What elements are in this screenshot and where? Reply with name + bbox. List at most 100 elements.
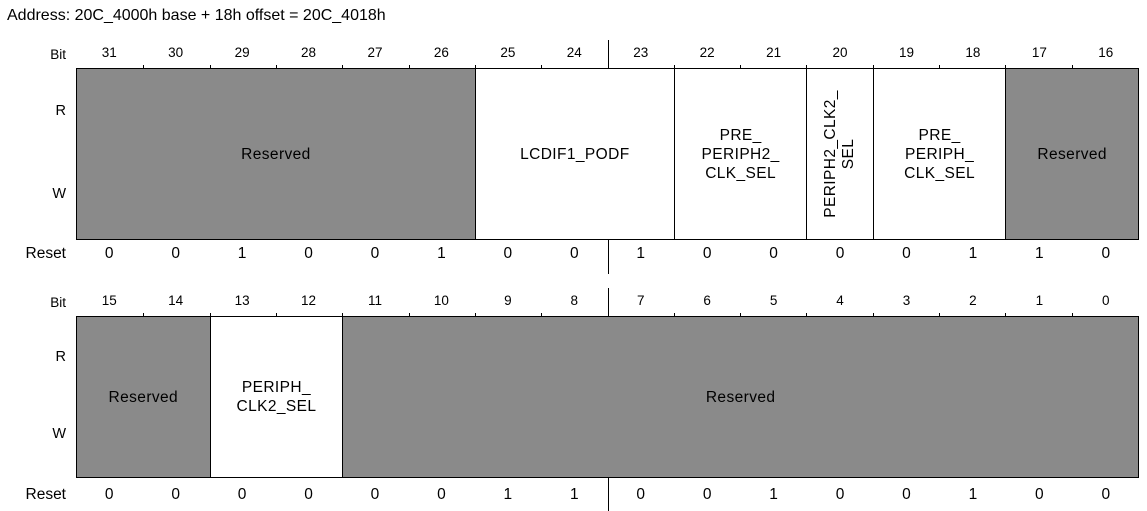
reset-value: 0: [304, 245, 313, 262]
reset-value: 0: [437, 485, 446, 503]
field-periph2-clk2-sel: PERIPH2_CLK2_ SEL: [806, 69, 873, 239]
bit-number: 10: [433, 292, 449, 308]
field-label: PERIPH_ CLK2_SEL: [236, 379, 317, 415]
reset-value: 0: [1101, 485, 1111, 503]
word-boundary-divider: [607, 478, 609, 511]
bit-boundary-tick: [342, 313, 344, 317]
bit-boundary-tick: [607, 65, 609, 69]
bit-boundary-tick: [275, 65, 277, 69]
reset-value: 1: [968, 485, 978, 503]
bit-number: 22: [699, 44, 715, 60]
field-reserved-17-16: Reserved: [1005, 69, 1138, 239]
read-label: R: [55, 348, 66, 365]
word-boundary-divider: [607, 40, 609, 68]
reset-value: 0: [902, 485, 911, 503]
register-box: Reserved LCDIF1_PODF PRE_ PERIPH2_ CLK_SEL…: [76, 65, 1139, 240]
bit-number: 25: [500, 44, 516, 60]
reset-value: 0: [370, 485, 380, 503]
reset-value: 0: [1101, 245, 1111, 262]
reset-cells: 0 0 0 0 0 0 1 1 0 0 1 0 0 1 0 0: [76, 478, 1139, 511]
reset-value: 1: [968, 245, 978, 262]
bit-boundary-tick: [872, 313, 874, 317]
reset-value: 0: [902, 245, 911, 262]
bit-number: 13: [234, 292, 250, 308]
reset-row: Reset 0 0 1 0 0 1 0 0 1 0 0 0 0 1 1 0: [0, 240, 1147, 274]
reset-value: 1: [569, 485, 579, 503]
field-label: Reserved: [1037, 145, 1107, 163]
bit-number: 29: [234, 44, 250, 60]
reset-value: 0: [769, 245, 778, 262]
bit-boundary-tick: [1071, 313, 1073, 317]
bit-number: 19: [898, 44, 914, 60]
register-box-row: R W Reserved PERIPH_ CLK2_SEL Reserved: [0, 313, 1147, 478]
bit-number: 11: [367, 292, 382, 308]
bit-boundary-tick: [673, 313, 675, 317]
bit-number: 24: [566, 44, 582, 60]
bit-number: 8: [570, 292, 579, 308]
reset-value: 0: [104, 485, 114, 503]
field-label: LCDIF1_PODF: [520, 145, 630, 163]
read-label: R: [55, 103, 66, 119]
registers-container: Bit 31 30 29 28 27 26 25 24 23 22 21 20 19 18 17 16 R W Res…: [0, 26, 1147, 511]
reset-value: 0: [636, 485, 646, 503]
bit-boundary-tick: [541, 313, 543, 317]
bit-number: 26: [433, 44, 449, 60]
reset-value: 1: [1035, 245, 1044, 262]
bit-number: 17: [1031, 44, 1047, 60]
bit-boundary-tick: [408, 313, 410, 317]
bit-boundary-tick: [806, 313, 808, 317]
bit-number: 3: [902, 292, 911, 308]
reset-value: 1: [769, 485, 778, 503]
bit-boundary-tick: [939, 65, 941, 69]
bit-boundary-tick: [1071, 65, 1073, 69]
field-lcdif1-podf: LCDIF1_PODF: [474, 69, 674, 239]
reset-value: 0: [304, 485, 313, 503]
bit-number: 16: [1098, 44, 1114, 60]
reset-row: Reset 0 0 0 0 0 0 1 1 0 0 1 0 0 1 0 0: [0, 478, 1147, 511]
bit-number: 23: [633, 44, 649, 60]
field-label: Reserved: [705, 388, 776, 406]
reset-value: 0: [104, 245, 114, 262]
bit-caption: Bit: [50, 294, 66, 310]
bit-number: 31: [101, 44, 117, 60]
reset-value: 0: [370, 245, 380, 262]
reset-value: 1: [503, 485, 513, 503]
reset-value: 1: [437, 245, 446, 262]
bit-boundary-tick: [474, 313, 476, 317]
reset-value: 0: [171, 245, 180, 262]
bit-number: 9: [504, 292, 512, 308]
field-reserved-31-26: Reserved: [77, 69, 475, 239]
reset-value: 0: [237, 485, 247, 503]
bit-boundary-tick: [143, 65, 145, 69]
field-periph-clk2-sel: PERIPH_ CLK2_SEL: [209, 317, 343, 477]
bit-boundary-tick: [209, 313, 211, 317]
bit-number: 4: [836, 292, 844, 308]
field-label: Reserved: [241, 145, 311, 163]
bit-boundary-tick: [474, 65, 476, 69]
bit-number: 5: [769, 292, 778, 308]
bit-number: 1: [1035, 292, 1044, 308]
field-label: PRE_ PERIPH_ CLK_SEL: [904, 126, 975, 182]
bit-boundary-tick: [673, 65, 675, 69]
bit-boundary-tick: [740, 313, 742, 317]
write-label: W: [52, 426, 66, 443]
reset-value: 1: [237, 245, 247, 262]
bit-number: 21: [766, 44, 782, 60]
bit-cells: 15 14 13 12 11 10 9 8 7 6 5 4 3 2 1 0: [76, 288, 1139, 316]
address-line: Address: 20C_4000h base + 18h offset = 2…: [7, 7, 386, 24]
bit-boundary-tick: [143, 313, 145, 317]
reset-value: 0: [1035, 485, 1044, 503]
bit-number: 0: [1102, 292, 1110, 308]
bit-number: 18: [965, 44, 981, 60]
register-box: Reserved PERIPH_ CLK2_SEL Reserved: [76, 313, 1139, 478]
field-pre-periph-clk-sel: PRE_ PERIPH_ CLK_SEL: [872, 69, 1006, 239]
bit-number: 27: [367, 44, 383, 60]
bit-boundary-tick: [408, 65, 410, 69]
bit-caption: Bit: [50, 46, 66, 62]
bit-number: 15: [101, 292, 117, 308]
bit-number: 2: [969, 292, 977, 308]
field-reserved-11-0: Reserved: [342, 317, 1138, 477]
bit-number-row: Bit 31 30 29 28 27 26 25 24 23 22 21 20 19 18 17 16: [0, 40, 1147, 68]
reset-cells: 0 0 1 0 0 1 0 0 1 0 0 0 0 1 1 0: [76, 240, 1139, 274]
